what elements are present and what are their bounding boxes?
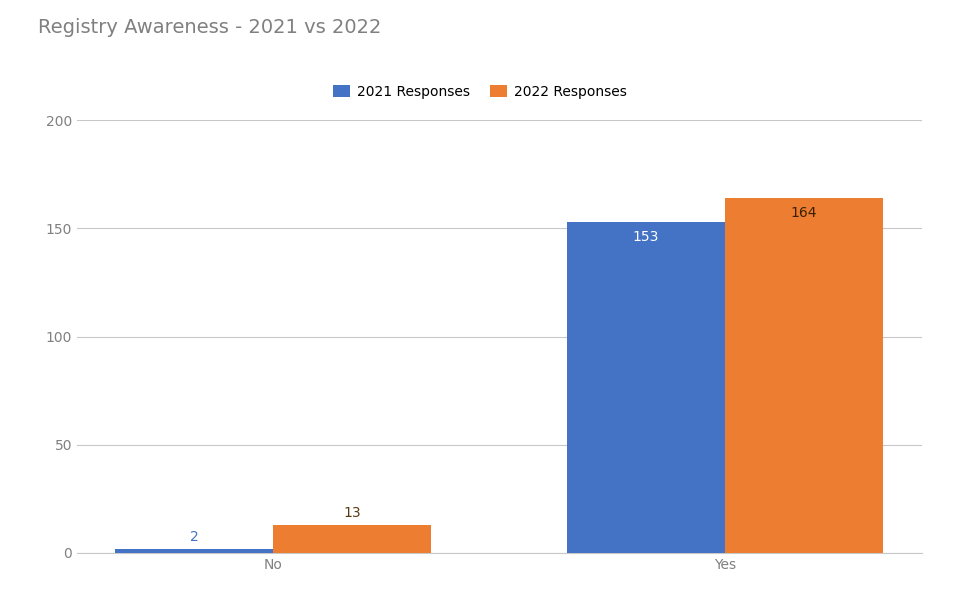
- Text: 164: 164: [791, 206, 817, 220]
- Text: 2: 2: [190, 530, 199, 545]
- Text: 13: 13: [344, 507, 361, 520]
- Bar: [274, 525, 431, 553]
- Bar: [725, 198, 883, 553]
- Bar: [567, 222, 725, 553]
- Legend: 2021 Responses, 2022 Responses: 2021 Responses, 2022 Responses: [327, 79, 633, 104]
- Bar: [115, 549, 274, 553]
- Text: 153: 153: [633, 230, 660, 244]
- Text: Registry Awareness - 2021 vs 2022: Registry Awareness - 2021 vs 2022: [38, 18, 382, 37]
